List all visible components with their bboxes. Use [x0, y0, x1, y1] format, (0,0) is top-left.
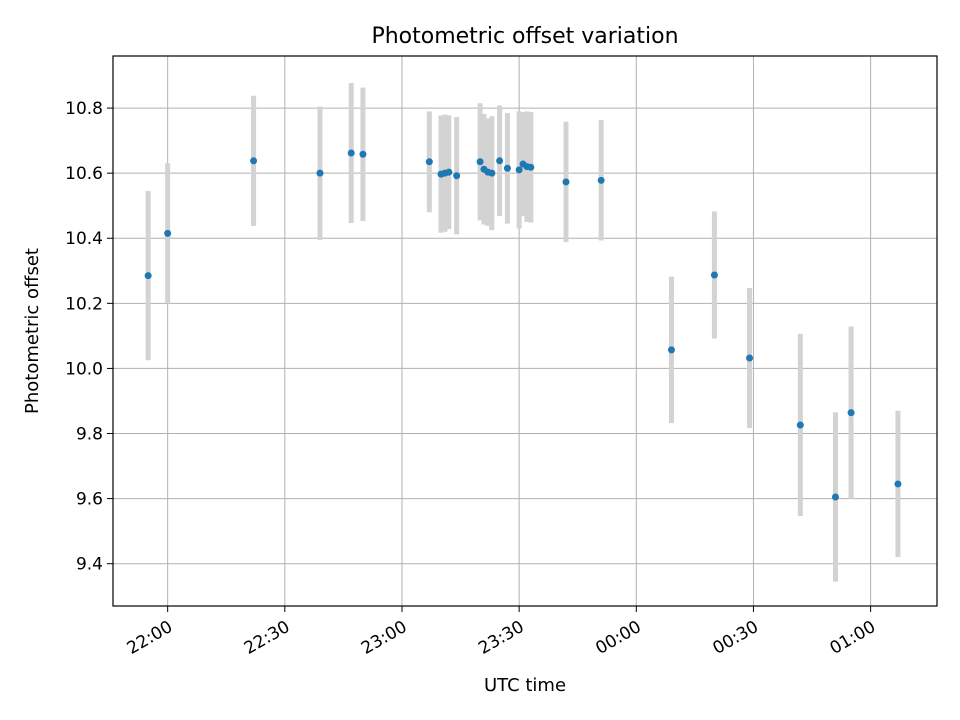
chart-title: Photometric offset variation: [371, 24, 678, 49]
data-point: [164, 229, 172, 237]
data-point: [746, 354, 754, 362]
y-tick-label: 10.2: [65, 294, 103, 314]
data-point: [894, 480, 902, 488]
data-point: [667, 346, 675, 354]
data-point: [515, 166, 523, 174]
y-axis-ticks: 9.4 9.6 9.8 10.0 10.2 10.4 10.6 10.8: [65, 99, 113, 575]
x-axis-ticks: 22:00 22:30 23:00 23:30 00:00 00:30 01:00: [124, 606, 879, 659]
data-point: [503, 164, 511, 172]
data-point: [359, 150, 367, 158]
y-tick-label: 10.6: [65, 164, 103, 184]
data-point: [453, 172, 461, 180]
data-point: [710, 271, 718, 279]
data-point: [488, 169, 496, 177]
y-tick-label: 9.4: [76, 555, 103, 575]
y-tick-label: 10.4: [65, 229, 103, 249]
data-point: [316, 169, 324, 177]
y-axis-label: Photometric offset: [22, 248, 43, 414]
y-tick-label: 9.6: [76, 490, 103, 510]
error-bars: [145, 83, 901, 582]
data-point: [445, 168, 453, 176]
plot-frame: [112, 55, 938, 607]
x-tick-label: 22:00: [124, 617, 176, 659]
data-point: [796, 421, 804, 429]
data-point: [425, 158, 433, 166]
x-tick-label: 22:30: [241, 617, 293, 659]
data-point: [496, 157, 504, 165]
data-point: [144, 272, 152, 280]
y-tick-label: 9.8: [76, 425, 103, 445]
x-axis-label: UTC time: [484, 675, 566, 696]
x-tick-label: 23:00: [358, 617, 410, 659]
data-point: [476, 158, 484, 166]
data-point: [562, 178, 570, 186]
data-point: [831, 493, 839, 501]
x-tick-label: 01:00: [827, 617, 879, 659]
x-tick-label: 00:00: [592, 617, 644, 659]
data-points: [144, 149, 902, 501]
y-tick-label: 10.8: [65, 99, 103, 119]
x-tick-label: 00:30: [710, 617, 762, 659]
data-point: [527, 163, 535, 171]
data-point: [597, 176, 605, 184]
x-tick-label: 23:30: [475, 617, 527, 659]
data-point: [250, 157, 258, 165]
data-point: [347, 149, 355, 157]
y-tick-label: 10.0: [65, 359, 103, 379]
data-point: [847, 409, 855, 417]
